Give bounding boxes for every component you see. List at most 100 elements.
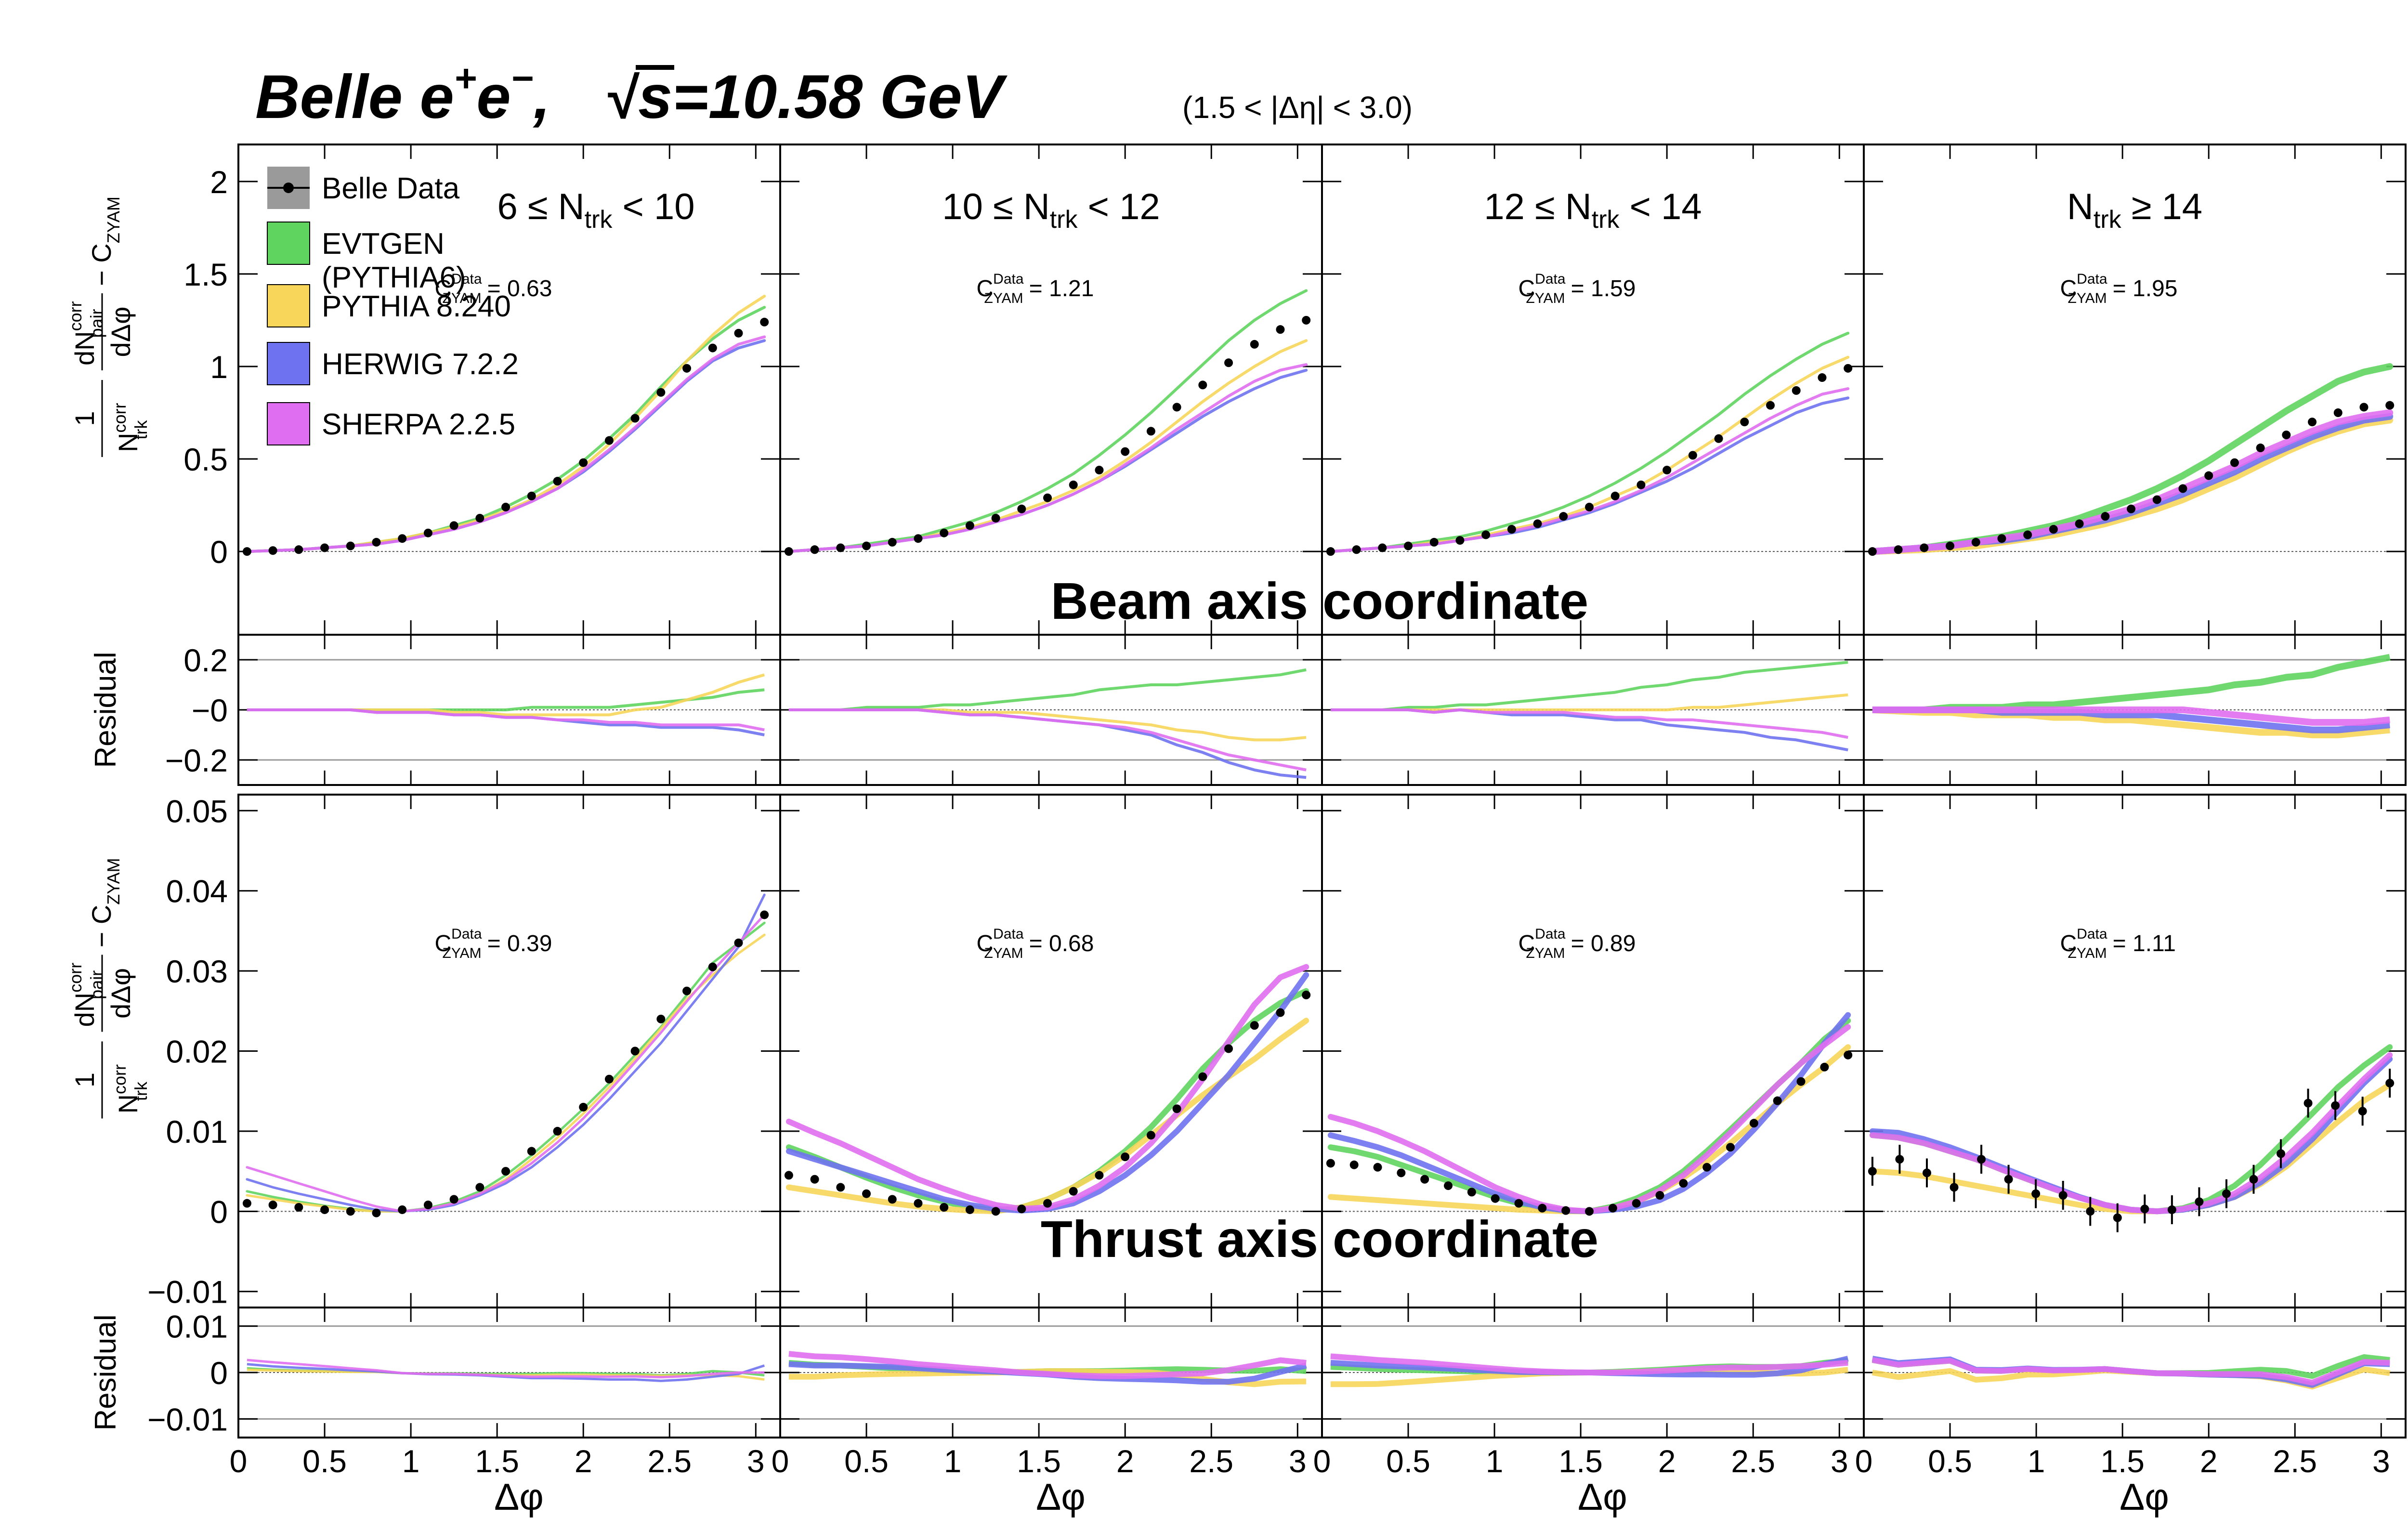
column-title-2: 10 ≤ Ntrk < 12 [942,186,1160,234]
data-point [2333,408,2343,418]
data-point [1895,1155,1904,1164]
data-point [604,1074,614,1084]
data-point [1655,1191,1664,1200]
data-point [1533,519,1542,528]
sherpa-residual-line [788,1351,1307,1379]
data-point [2385,401,2395,410]
y-tick-label: −0.2 [165,743,228,778]
data-point [965,521,974,530]
x-tick-label: 2.5 [2273,1443,2317,1479]
data-point [1585,502,1594,511]
data-point [1481,530,1491,539]
ylabel-ntrk: Ncorrtrk [110,403,151,452]
data-point [1868,1167,1877,1176]
svg-text:Belle e+e−,: Belle e+e−, [255,57,550,131]
data-point [1726,1143,1735,1152]
data-point [1608,1203,1617,1213]
title-s: s [638,63,672,131]
title-comma: , [532,63,550,131]
panel-frame [1863,634,2407,786]
data-point [2385,1079,2395,1088]
data-point [914,534,923,543]
thrust-axis-label: Thrust axis coordinate [1041,1210,1598,1268]
y-axis-titles: ResidualResidual1NcorrtrkdNcorrpairdΔφ− … [65,196,151,1431]
data-point [320,543,329,552]
czyam-beam-annotation: CData ZYAM = 1.21 [977,271,1094,306]
y-tick-label: 0 [210,1194,228,1229]
data-point [579,1102,588,1112]
data-point [1043,1199,1052,1208]
data-point [527,491,536,500]
data-point [2140,1204,2149,1214]
data-point [888,537,897,547]
data-point [1491,1194,1500,1203]
data-point [1818,373,1827,382]
data-point [423,528,432,537]
data-point [1997,534,2006,543]
data-point [1172,403,1181,412]
data-point [836,543,845,552]
thrust-main-panel-4 [1863,794,2407,1308]
data-point [2178,484,2187,493]
data-point [1585,1207,1594,1216]
data-point [1749,1119,1758,1128]
legend-swatch-herwig [267,342,310,385]
data-point [1378,543,1387,552]
y-tick-label: 2 [210,164,228,200]
evtgen-series-line [1329,331,1850,553]
sherpa-series-line [1327,1024,1851,1215]
data-point [1069,480,1078,489]
legend-marker-data [283,183,294,193]
x-tick-label: 3 [1289,1443,1307,1479]
data-point [1894,545,1903,554]
data-point [1950,1183,1959,1192]
ylabel-czyam: − CZYAM [86,858,123,947]
sherpa-residual-line [247,708,765,732]
data-point [862,541,871,550]
sherpa-series-line [1869,409,2394,555]
x-axis-title: Δφ [1578,1476,1627,1518]
sherpa-residual-line [247,1359,765,1379]
data-point [1373,1163,1382,1172]
x-tick-label: 0 [230,1443,248,1479]
y-tick-label: 0.2 [183,642,228,678]
data-point [940,1203,949,1212]
legend-item-herwig: HERWIG 7.2.2 [267,342,519,385]
data-point [784,547,793,556]
x-tick-label: 1.5 [475,1443,519,1479]
thrust-main-panel-1: −0.01 0 0.01 0.02 0.03 0.04 0.05 [147,793,781,1310]
data-point [1702,1163,1712,1172]
pythia8-series-line [1327,1044,1851,1215]
pythia8-residual-line [247,1368,765,1381]
data-point [1766,401,1775,410]
data-point [1538,1203,1547,1213]
data-point [682,364,692,373]
title-belle: Belle e [255,63,454,131]
evtgen-series-line [1327,1018,1851,1215]
data-point [1632,1199,1641,1208]
data-point [1868,547,1877,556]
herwig-series-line [246,893,766,1213]
data-point [2167,1205,2176,1214]
czyam-thrust-annotation: CData ZYAM = 1.11 [2060,926,2176,961]
data-point [1121,447,1130,456]
data-point [579,458,588,467]
data-point [2204,471,2213,480]
data-point [449,521,458,530]
y-tick-label: −0.01 [147,1274,228,1310]
data-point [836,1183,845,1192]
pythia8-series-line [787,339,1308,553]
data-point [242,547,251,556]
data-point [1250,1021,1259,1030]
x-tick-label: 3 [1831,1443,1848,1479]
data-point [1146,1131,1155,1140]
data-point [810,545,819,554]
x-tick-label: 2 [1116,1443,1134,1479]
column-title-1: 6 ≤ Ntrk < 10 [497,186,694,234]
data-point [242,1199,251,1208]
y-tick-label: 0.5 [183,442,228,477]
x-tick-label: 0 [1855,1443,1873,1479]
beam-res-panel-4 [1863,634,2407,786]
y-tick-label: 0 [210,1355,228,1391]
